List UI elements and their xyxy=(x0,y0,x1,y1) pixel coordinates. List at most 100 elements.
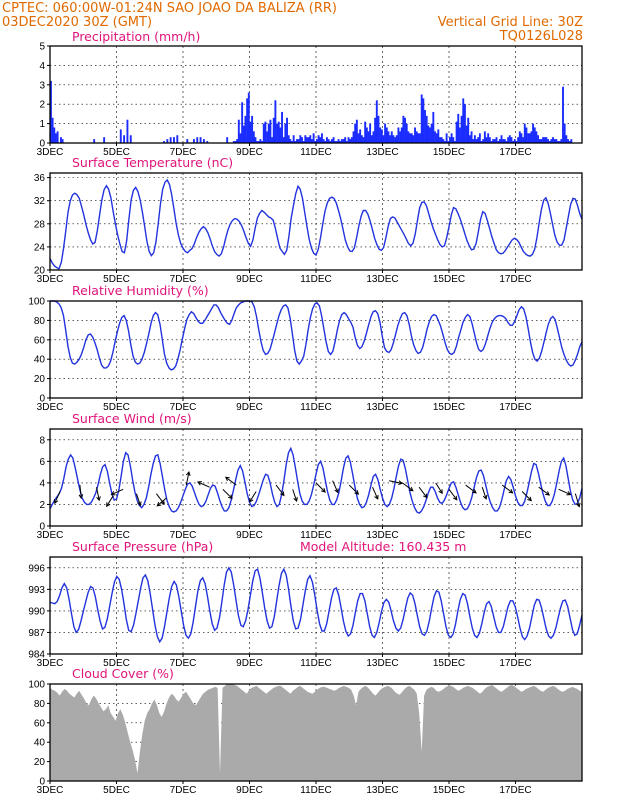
precip-bar xyxy=(523,123,526,143)
precip-bar xyxy=(241,102,244,143)
y-tick-label: 3 xyxy=(39,80,45,91)
precip-bar xyxy=(249,121,252,143)
precip-bar xyxy=(332,137,335,143)
precip-bar xyxy=(252,131,255,143)
precip-bar xyxy=(287,135,290,143)
wind-vector-arrow xyxy=(292,489,298,502)
precip-bar xyxy=(276,123,278,143)
wind-arrow-head xyxy=(156,501,162,507)
precip-bar xyxy=(525,127,528,143)
precip-bar xyxy=(470,131,473,143)
wind-vector-arrow xyxy=(225,476,237,486)
precip-bar xyxy=(490,141,493,143)
precip-bar xyxy=(483,131,486,143)
precip-bar xyxy=(327,139,330,143)
precip-bar xyxy=(192,139,195,143)
x-tick-label: 3DEC xyxy=(37,785,64,796)
precip-bar xyxy=(425,115,428,143)
x-tick-label: 9DEC xyxy=(236,658,263,669)
precip-bar xyxy=(369,123,372,143)
y-tick-label: 20 xyxy=(34,266,46,277)
precip-bar xyxy=(279,127,282,143)
precip-bar xyxy=(196,137,199,143)
precip-bar xyxy=(320,133,323,143)
precip-bar xyxy=(407,131,410,143)
header-run-date: 03DEC2020 30Z (GMT) xyxy=(2,15,152,30)
precip-bar xyxy=(552,137,554,143)
cloud-title: Cloud Cover (%) xyxy=(72,666,174,681)
x-tick-label: 11DEC xyxy=(300,402,332,413)
precip-bar xyxy=(508,135,511,143)
precip-bar xyxy=(365,127,368,143)
wind-vector-arrow xyxy=(481,487,487,500)
precip-bar xyxy=(61,139,64,143)
precip-bar xyxy=(480,141,483,143)
precip-bar xyxy=(515,141,518,143)
precip-bar xyxy=(394,137,397,143)
precip-bar xyxy=(417,133,420,143)
wind-vector-arrow xyxy=(106,495,114,507)
y-tick-label: 40 xyxy=(34,738,46,749)
x-tick-label: 9DEC xyxy=(236,530,263,541)
y-tick-label: 80 xyxy=(34,699,46,710)
precip-bar xyxy=(520,133,523,143)
precip-bar xyxy=(415,131,418,143)
precip-bar xyxy=(397,127,400,143)
precip-bar xyxy=(264,121,267,143)
precip-bar xyxy=(370,135,373,143)
wind-vector-arrow xyxy=(348,484,359,495)
precip-bar xyxy=(247,92,250,143)
precip-bar xyxy=(282,137,285,143)
y-tick-label: 993 xyxy=(28,585,45,596)
wind-vector-arrow xyxy=(501,484,513,494)
wind-arrow-head xyxy=(438,489,443,495)
precip-bar xyxy=(382,135,385,143)
precip-bar xyxy=(316,139,318,143)
x-tick-label: 17DEC xyxy=(499,785,531,796)
wind-vector-arrow xyxy=(402,482,414,492)
precip-bar xyxy=(319,137,322,143)
wind-vector-arrow xyxy=(111,488,124,496)
x-tick-label: 3DEC xyxy=(37,402,64,413)
precip-bar xyxy=(548,141,551,143)
precip-bar xyxy=(467,117,470,143)
wind-vector-arrow xyxy=(465,484,477,494)
x-tick-label: 13DEC xyxy=(366,402,398,413)
precip-bar xyxy=(518,131,521,143)
precip-bar xyxy=(103,137,106,143)
wind-vector-arrow xyxy=(197,481,210,488)
precip-bar xyxy=(457,113,460,143)
precip-bar xyxy=(163,141,165,143)
precip-bar xyxy=(553,139,556,143)
precip-bar xyxy=(565,135,568,143)
x-tick-label: 5DEC xyxy=(103,402,130,413)
wind-arrow-head xyxy=(545,491,551,496)
precip-bar xyxy=(473,135,476,143)
precip-bar xyxy=(169,137,172,143)
y-tick-label: 100 xyxy=(28,297,45,308)
precip-bar xyxy=(567,139,569,143)
precip-bar xyxy=(324,141,327,143)
precip-bar xyxy=(360,135,363,143)
precip-bar xyxy=(555,139,558,143)
precip-bar xyxy=(560,139,563,143)
precip-bar xyxy=(545,137,548,143)
wind-arrow-head xyxy=(354,490,360,495)
precip-bar xyxy=(472,139,475,143)
precip-bar xyxy=(271,137,274,143)
wind-vector-arrow xyxy=(54,491,61,504)
wind-vector-arrow xyxy=(372,486,379,500)
wind-arrow-head xyxy=(106,502,111,508)
wind-arrow-head xyxy=(374,494,379,500)
precip-bar xyxy=(345,141,348,143)
pres-title: Surface Pressure (hPa) xyxy=(72,539,213,554)
wind-arrow-head xyxy=(576,502,581,508)
wind-arrow-head xyxy=(78,494,84,500)
precip-bar xyxy=(309,135,312,143)
precip-bar xyxy=(289,139,292,143)
precip-bar xyxy=(543,137,546,143)
wind-title: Surface Wind (m/s) xyxy=(72,411,192,426)
rh-title: Relative Humidity (%) xyxy=(72,283,209,298)
y-tick-label: 32 xyxy=(34,196,46,207)
wind-arrow-head xyxy=(408,486,414,492)
